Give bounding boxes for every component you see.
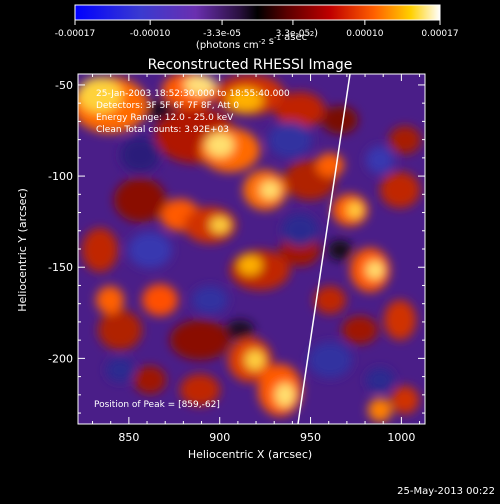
- heatmap-blob: [368, 398, 392, 422]
- plot-title: Reconstructed RHESSI Image: [148, 57, 353, 73]
- heatmap-blob: [275, 92, 325, 128]
- annotation-total-counts: Clean Total counts: 3.92E+03: [96, 125, 229, 135]
- heatmap-blob: [114, 178, 166, 222]
- annotation-time-range: 25-Jan-2003 18:52:30.000 to 18:55:40.000: [96, 89, 290, 99]
- heatmap-blob: [134, 366, 166, 394]
- heatmap-blob: [192, 286, 228, 314]
- heatmap-blob: [245, 350, 265, 370]
- y-tick-label: -100: [48, 170, 73, 183]
- annotation-energy-range: Energy Range: 12.0 - 25.0 keV: [96, 113, 234, 123]
- axis-ticks: 850 900 950 1000 -50 -100 -150 -200: [48, 74, 425, 444]
- colorbar-ticks: -0.00017 -0.00010 -3.3e-05 3.3e-05 0.00010 0.…: [55, 20, 459, 39]
- heatmap-blob: [170, 320, 230, 360]
- heatmap-blob: [146, 100, 174, 120]
- heatmap-blob: [226, 320, 254, 340]
- heatmap-blob: [328, 240, 352, 260]
- y-tick-label: -150: [48, 261, 73, 274]
- x-tick-label: 900: [209, 431, 230, 444]
- heatmap-blobs: [78, 74, 421, 422]
- heatmap-blob: [180, 374, 220, 406]
- heatmap-image: [78, 74, 425, 424]
- colorbar-tick-label: -3.3e-05: [203, 29, 241, 39]
- heatmap-blob: [82, 228, 118, 272]
- solar-limb-line: [297, 74, 351, 424]
- x-tick-label: 850: [118, 431, 139, 444]
- heatmap-blob: [347, 202, 363, 218]
- heatmap-blob: [322, 106, 358, 134]
- heatmap-blob: [238, 255, 262, 275]
- heatmap-blob: [384, 300, 416, 340]
- heatmap-blob: [342, 316, 378, 344]
- heatmap-blob: [96, 286, 124, 314]
- y-tick-label: -50: [55, 79, 73, 92]
- heatmap-blob: [282, 214, 318, 246]
- annotation-detectors: Detectors: 3F 5F 6F 7F 8F, Att 0: [96, 101, 239, 111]
- heatmap-blob: [142, 284, 178, 316]
- heatmap-blob: [268, 122, 312, 158]
- colorbar-tick-label: 0.00010: [346, 29, 383, 39]
- heatmap-blob: [389, 126, 421, 154]
- x-tick-label: 1000: [387, 431, 415, 444]
- heatmap-blob: [366, 146, 394, 174]
- heatmap-blob: [98, 310, 142, 350]
- colorbar-tick-label: 0.00017: [421, 29, 458, 39]
- x-tick-label: 950: [300, 431, 321, 444]
- colorbar-tick-label: 3.3e-05: [276, 29, 311, 39]
- y-axis-label: Heliocentric Y (arcsec): [16, 188, 29, 312]
- footer-timestamp: 25-May-2013 00:22: [397, 486, 495, 497]
- heatmap-blob: [106, 358, 134, 382]
- heatmap-blob: [366, 368, 394, 392]
- heatmap-blob: [316, 153, 344, 177]
- colorbar-tick-label: -0.00010: [130, 29, 171, 39]
- heatmap-blob: [308, 342, 352, 378]
- colorbar-tick-label: -0.00017: [55, 29, 95, 39]
- heatmap-blob: [314, 286, 346, 314]
- peak-position-label: Position of Peak = [859,-62]: [94, 400, 220, 410]
- heatmap-blob: [210, 217, 230, 233]
- y-tick-label: -200: [48, 352, 73, 365]
- heatmap-blob: [227, 88, 263, 112]
- x-axis-label: Heliocentric X (arcsec): [188, 448, 312, 461]
- heatmap-blob: [206, 133, 234, 157]
- heatmap-blob: [366, 261, 384, 279]
- colorbar: -0.00017 -0.00010 -3.3e-05 3.3e-05 0.00010 0.…: [55, 4, 459, 51]
- heatmap-blob: [260, 181, 280, 199]
- annotation-block: 25-Jan-2003 18:52:30.000 to 18:55:40.000…: [96, 89, 290, 135]
- heatmap-blob: [391, 386, 419, 414]
- heatmap-blob: [184, 75, 216, 95]
- heatmap-blob: [380, 172, 420, 208]
- heatmap-blob: [275, 383, 295, 407]
- colorbar-gradient: [74, 4, 441, 21]
- colorbar-units: (photons cm-2 s-1 asec-2): [196, 28, 318, 51]
- heatmap-blob: [78, 77, 122, 113]
- heatmap-blob: [128, 232, 172, 268]
- heatmap-blob: [120, 137, 160, 173]
